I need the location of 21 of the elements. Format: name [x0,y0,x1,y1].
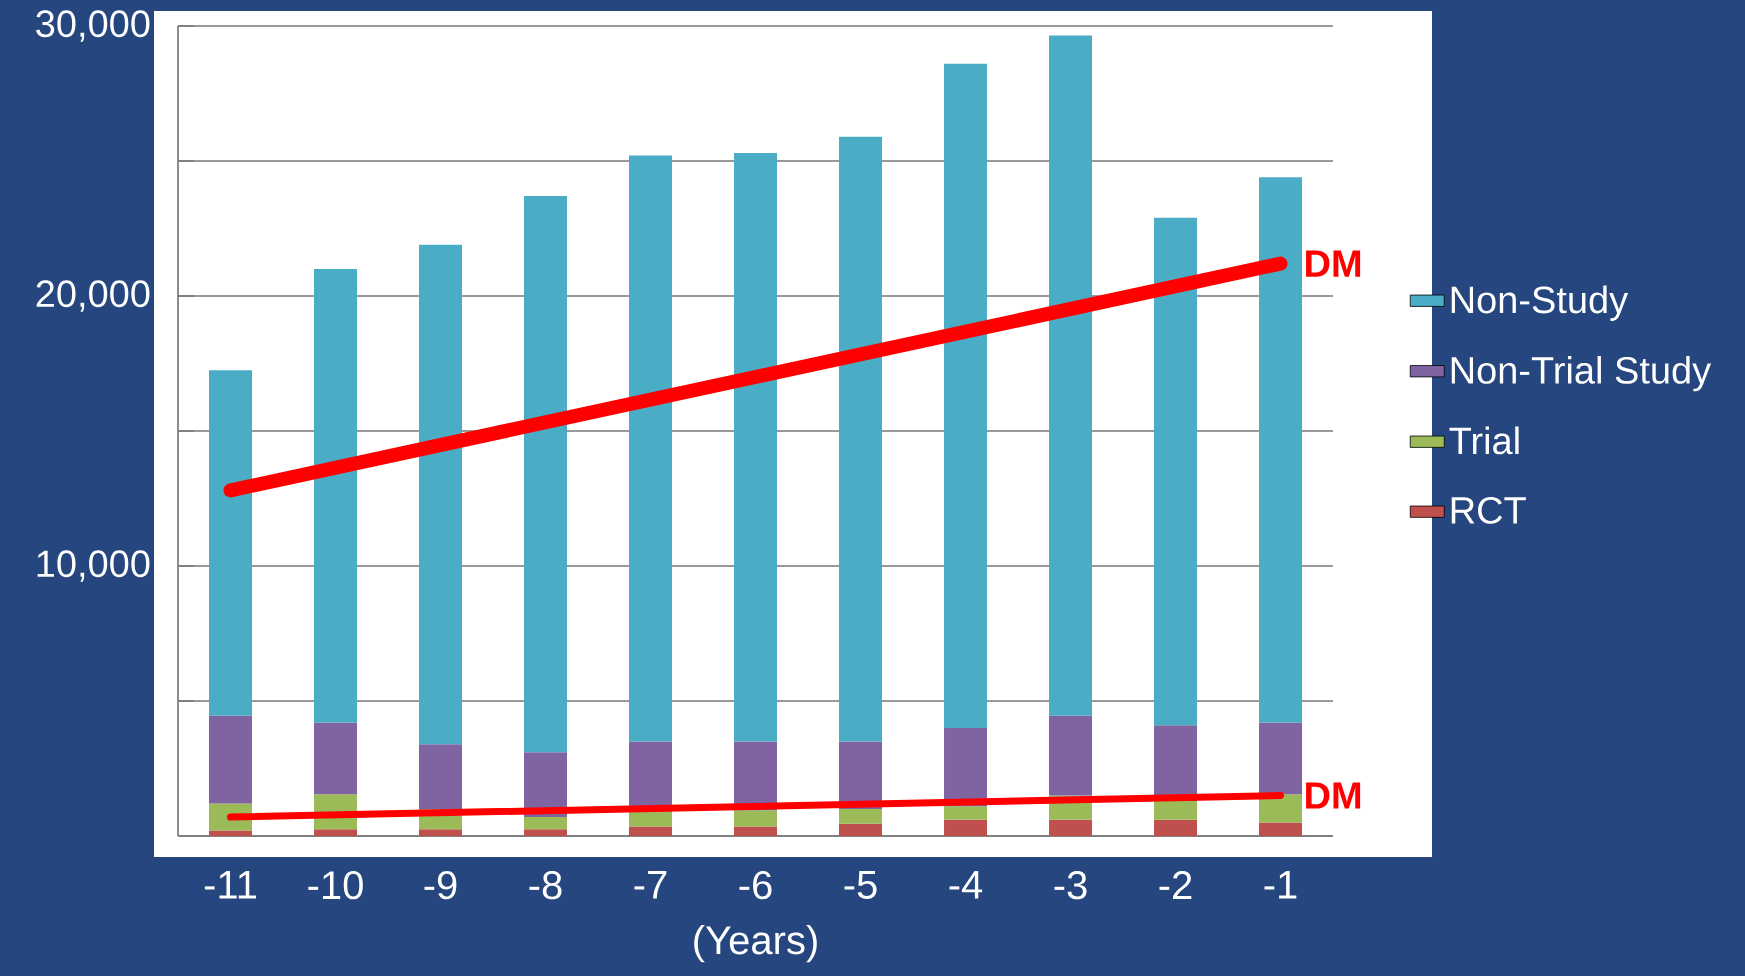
x-tick-label: -6 [739,871,772,900]
x-axis-title: (Years) [694,925,817,963]
legend-label: Non-Study [1451,285,1629,321]
x-tick-label: -3 [1054,871,1087,900]
x-tick-label: -7 [634,871,667,899]
legend-label: Non-Trial Study [1451,355,1712,392]
y-tick-label: 10,000 [37,550,150,582]
x-tick-label: -4 [949,871,983,899]
x-tick-label: -8 [529,871,562,900]
x-tick-label: -5 [844,871,877,899]
x-tick-label: -1 [1264,871,1297,899]
legend-label: Trial [1449,426,1519,455]
y-tick-label: 20,000 [36,280,150,312]
series-label: DM [1306,250,1361,277]
x-tick-label: -9 [424,871,457,900]
x-tick-label: -2 [1159,871,1192,899]
legend-label: RCT [1451,496,1526,524]
x-tick-label: -11 [204,871,256,899]
y-tick-label: 30,000 [36,10,150,42]
x-tick-label: -10 [308,871,363,900]
series-label: DM [1306,782,1361,809]
